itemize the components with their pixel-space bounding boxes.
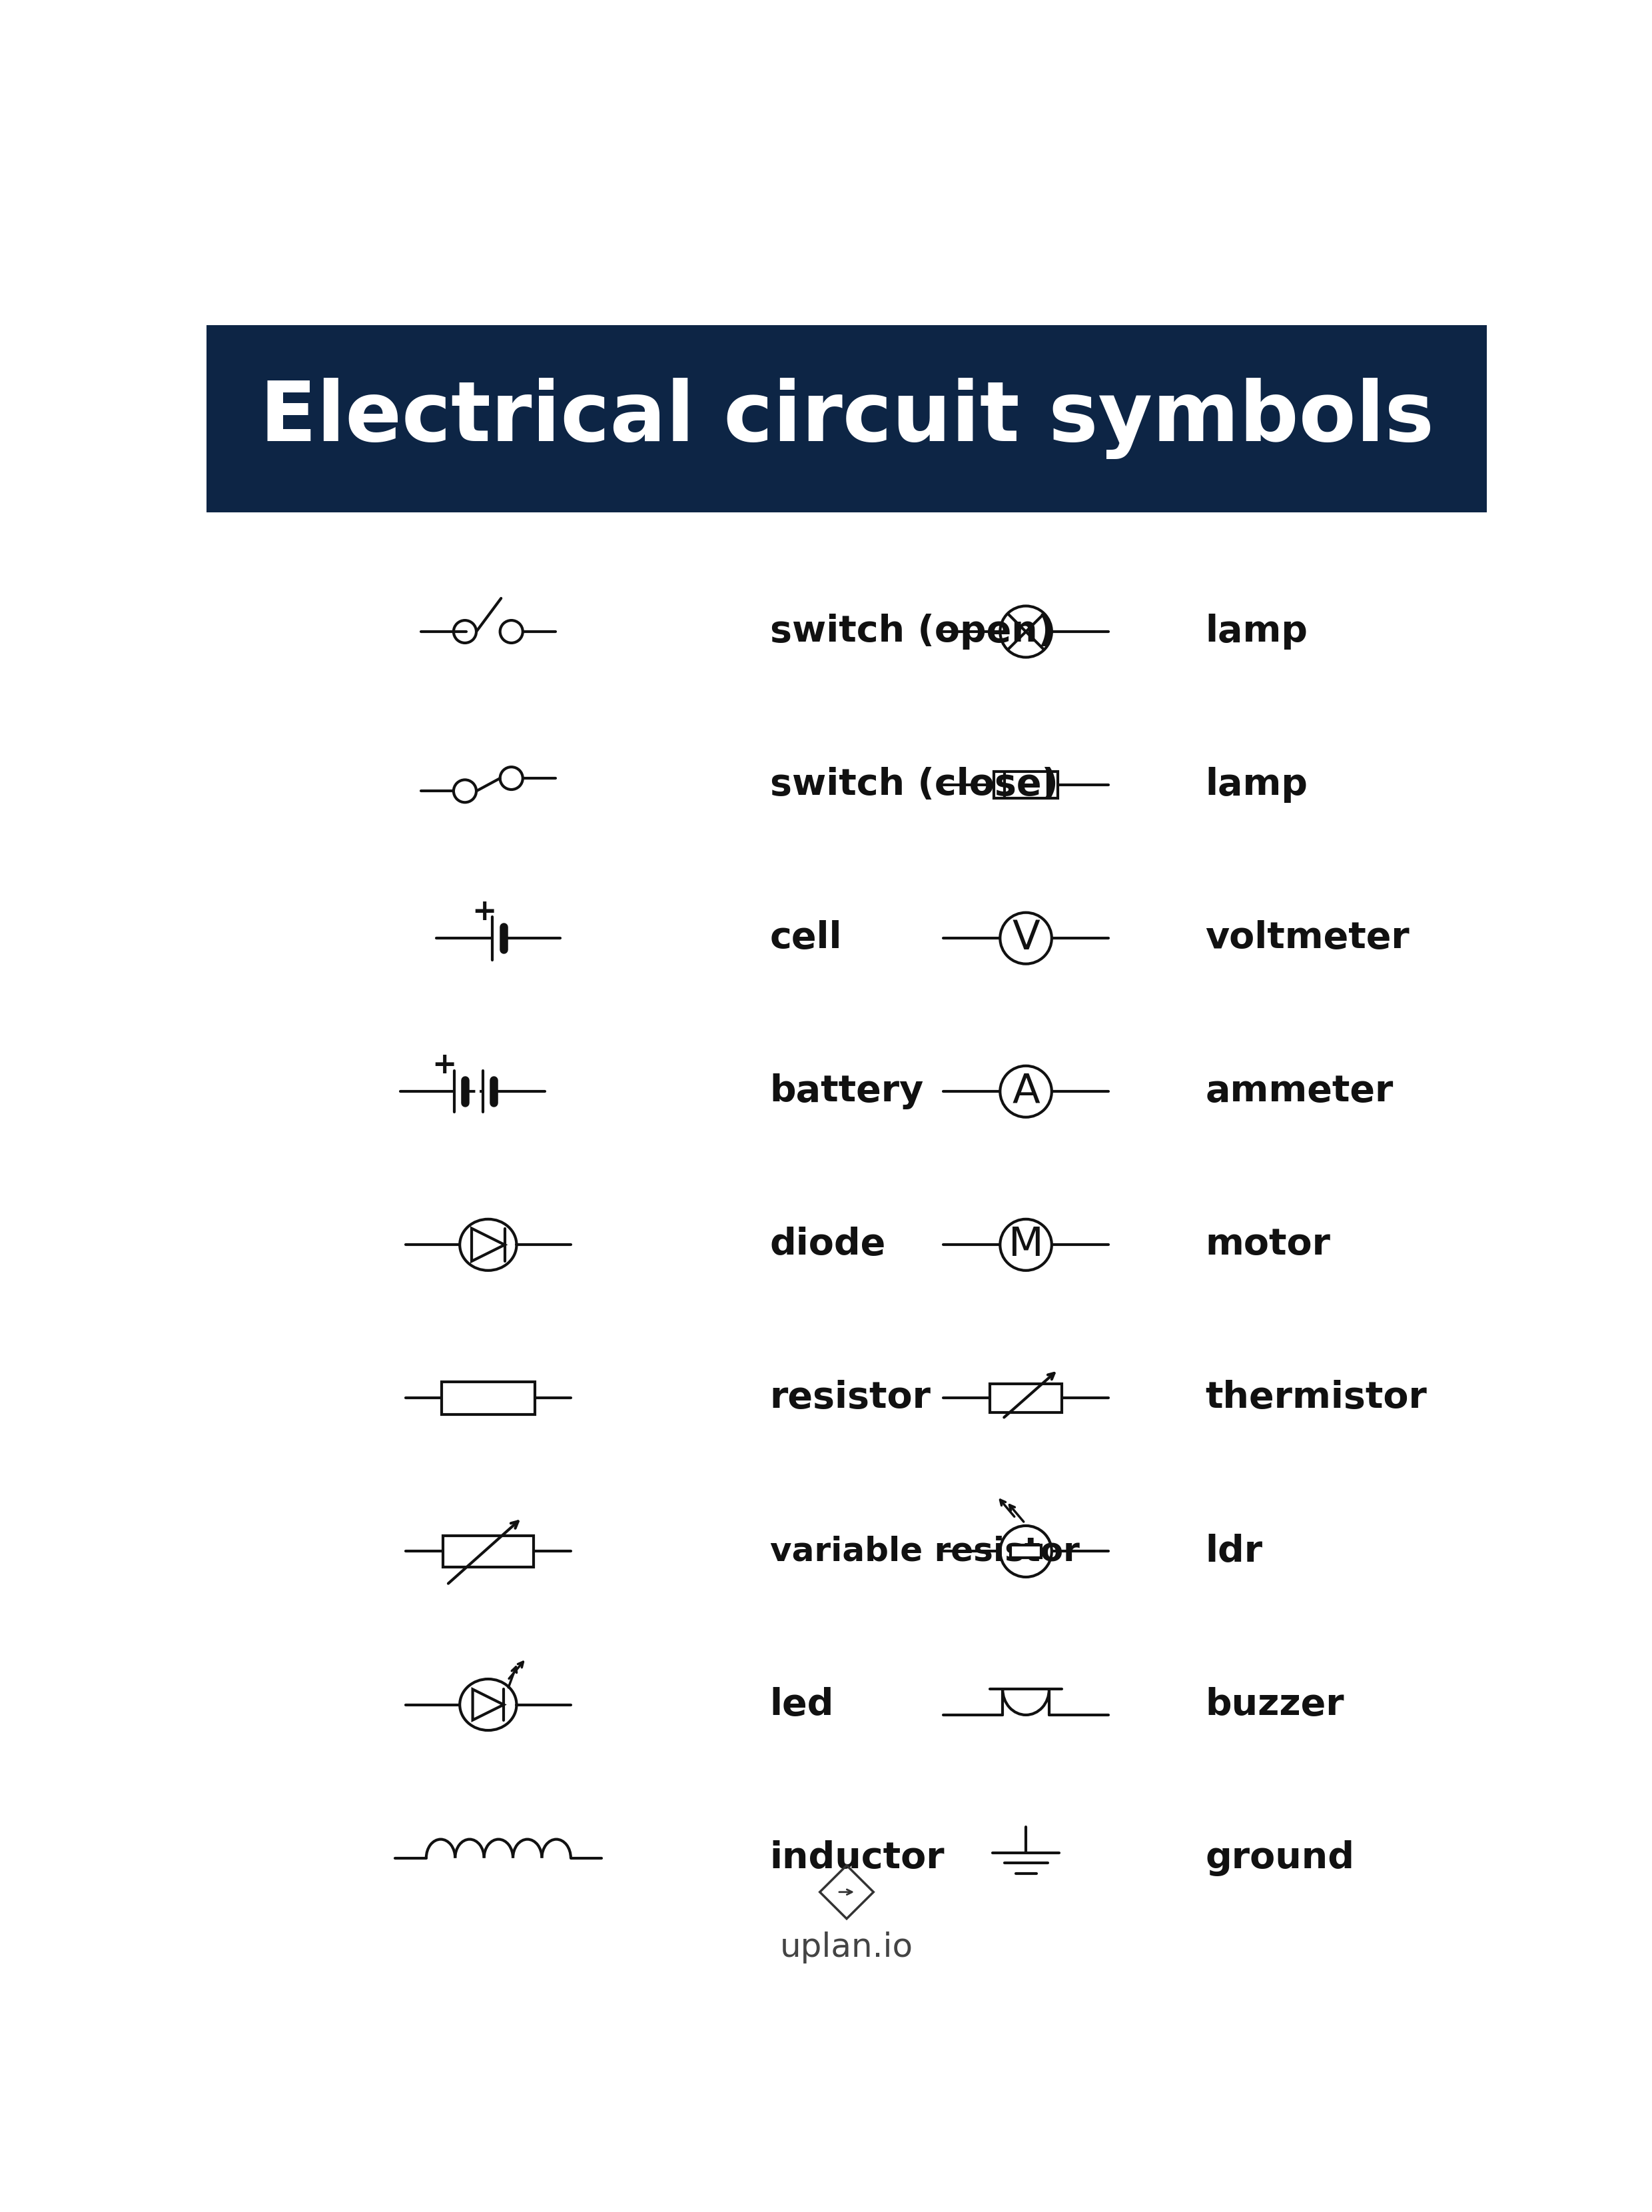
Text: motor: motor — [1206, 1228, 1330, 1263]
Text: switch (open): switch (open) — [770, 613, 1054, 650]
Text: diode: diode — [770, 1228, 885, 1263]
Text: ldr: ldr — [1206, 1533, 1262, 1568]
Text: +: + — [431, 1051, 456, 1079]
Text: +: + — [471, 898, 497, 927]
Text: thermistor: thermistor — [1206, 1380, 1427, 1416]
Text: ground: ground — [1206, 1840, 1355, 1876]
Bar — [443, 1535, 534, 1566]
Text: resistor: resistor — [770, 1380, 932, 1416]
Text: A: A — [1013, 1073, 1039, 1110]
Bar — [206, 325, 1487, 513]
Bar — [1011, 1546, 1041, 1557]
Text: voltmeter: voltmeter — [1206, 920, 1409, 956]
Text: led: led — [770, 1688, 834, 1723]
Text: variable resistor: variable resistor — [770, 1535, 1079, 1568]
Text: Electrical circuit symbols: Electrical circuit symbols — [259, 378, 1434, 460]
Text: buzzer: buzzer — [1206, 1688, 1345, 1723]
Text: lamp: lamp — [1206, 768, 1308, 803]
Text: M: M — [1008, 1225, 1044, 1265]
Text: cell: cell — [770, 920, 843, 956]
Text: V: V — [1013, 918, 1039, 958]
Text: ammeter: ammeter — [1206, 1073, 1393, 1110]
Bar — [995, 772, 1057, 799]
Text: lamp: lamp — [1206, 613, 1308, 650]
Text: switch (close): switch (close) — [770, 768, 1059, 803]
Bar — [990, 1385, 1062, 1413]
Text: battery: battery — [770, 1073, 923, 1110]
Text: uplan.io: uplan.io — [780, 1931, 914, 1964]
Bar — [441, 1382, 535, 1413]
Text: inductor: inductor — [770, 1840, 945, 1876]
